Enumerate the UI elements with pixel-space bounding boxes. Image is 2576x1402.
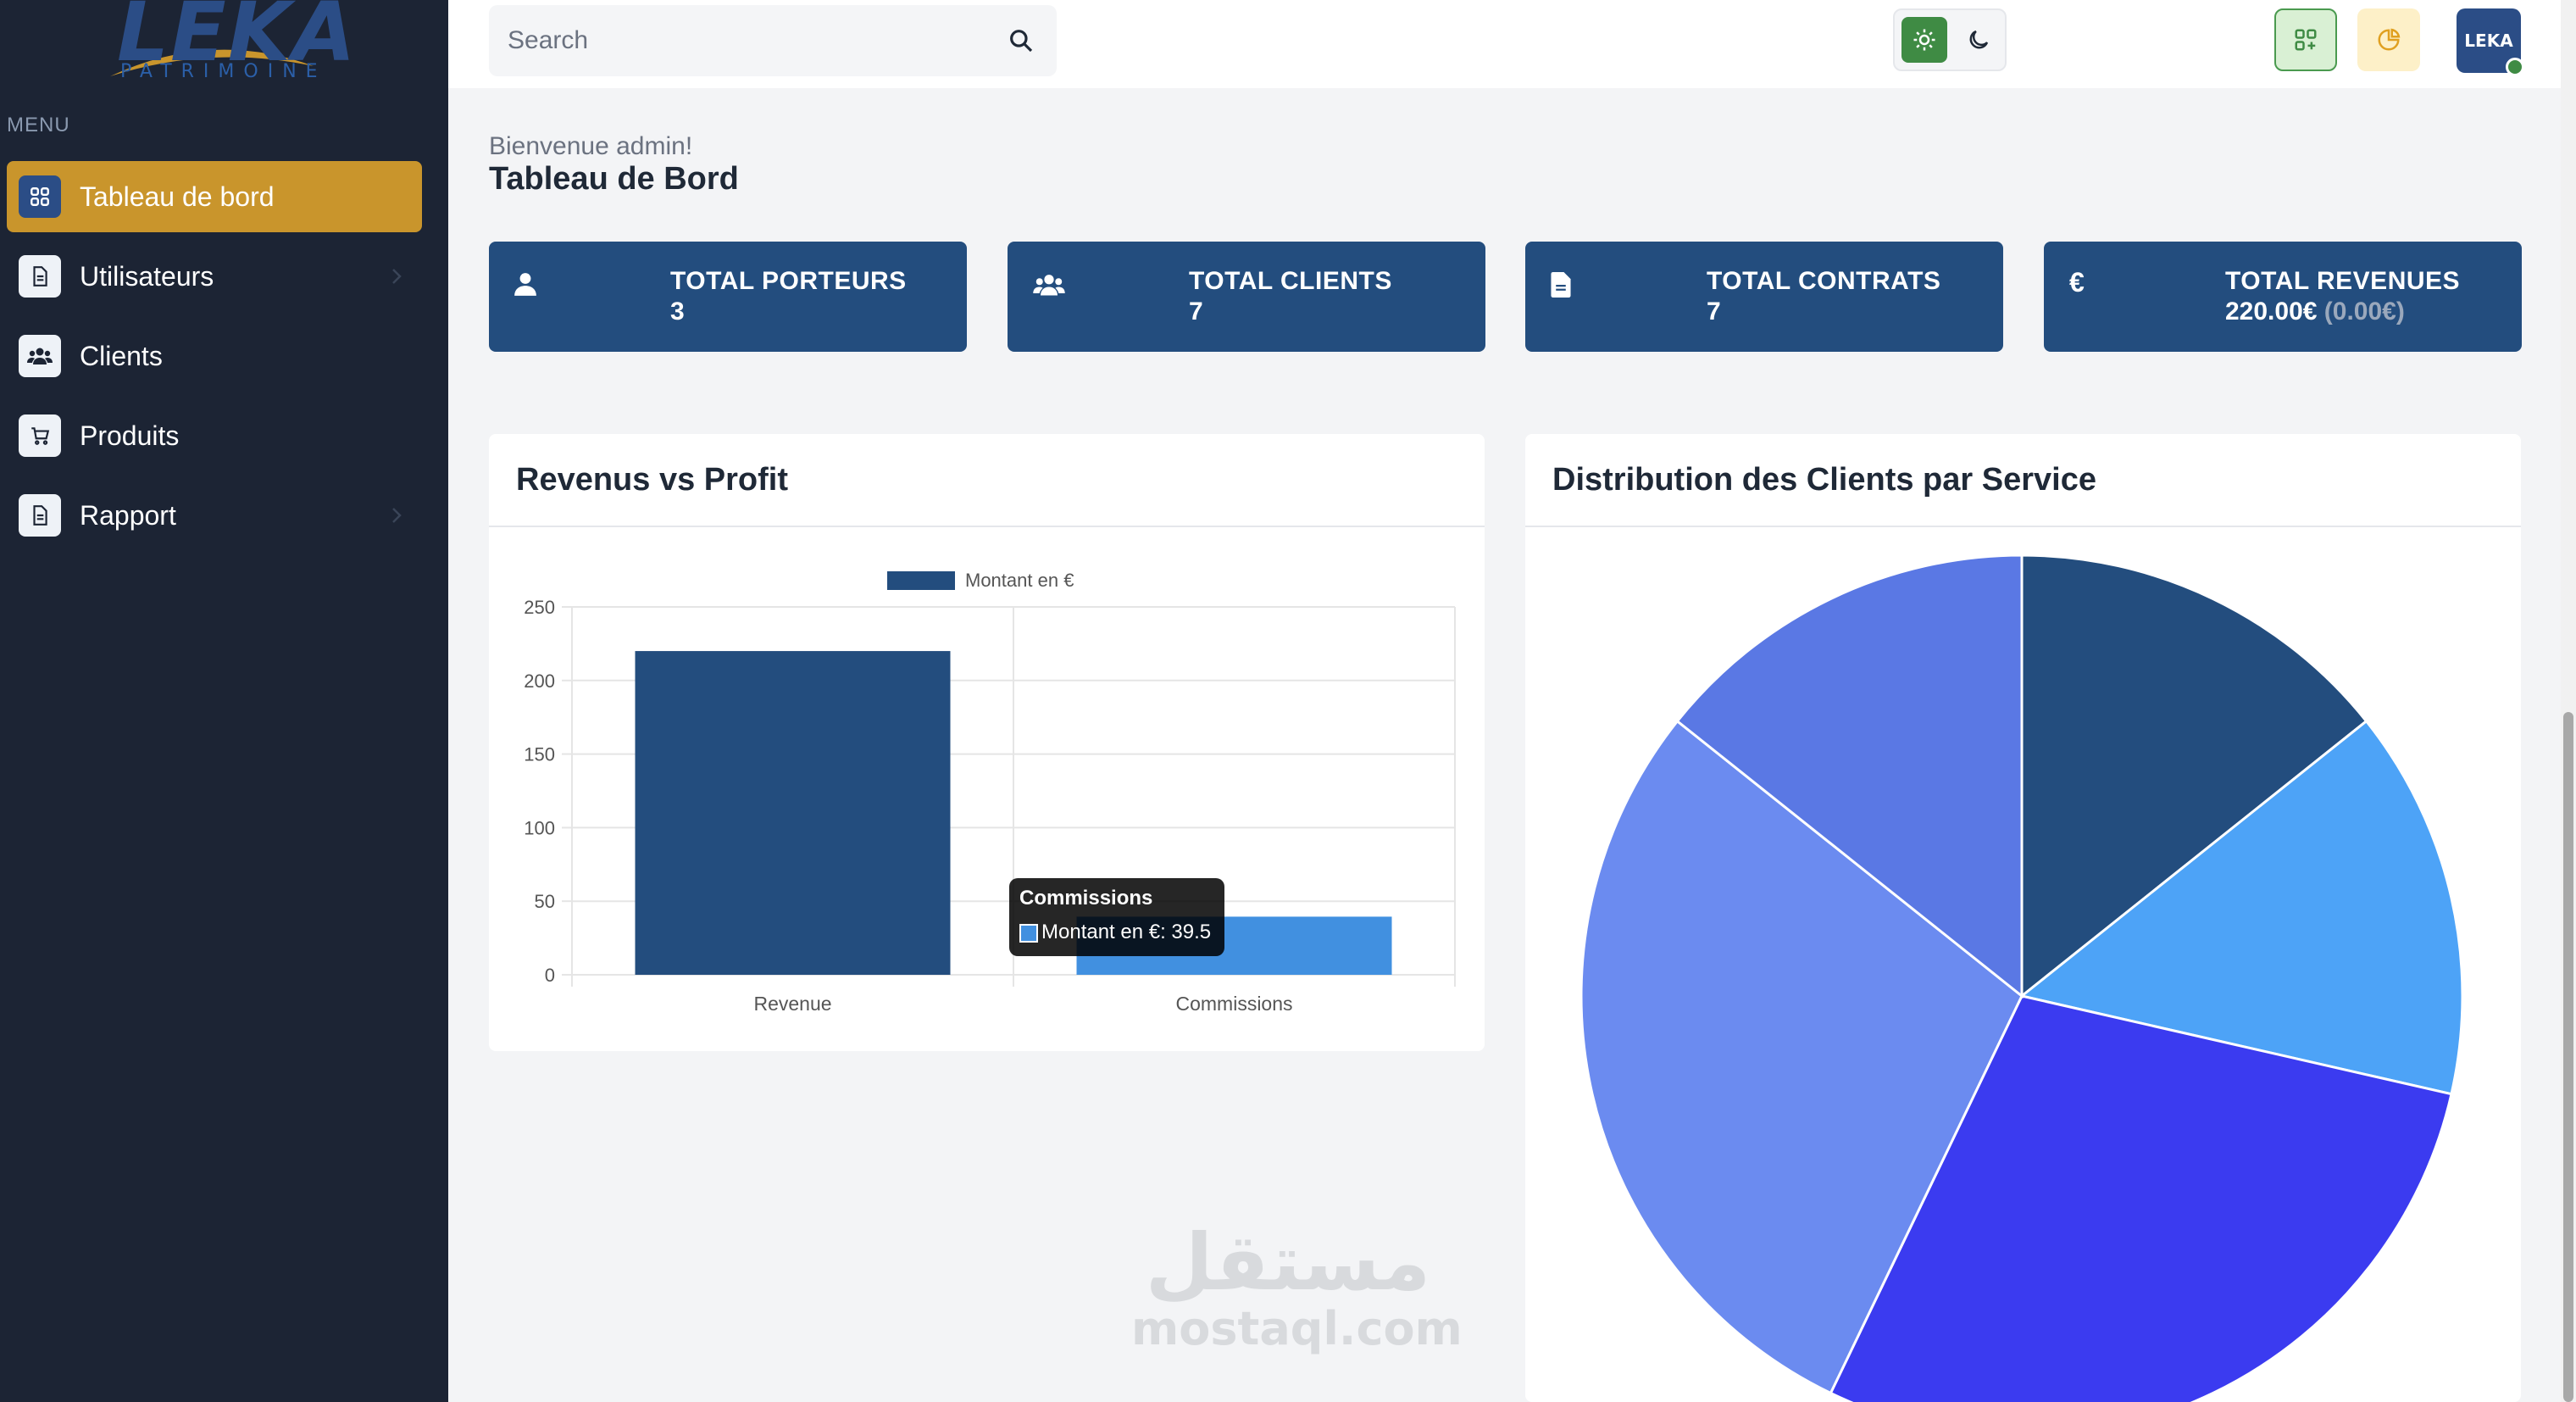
sidebar-item-rapport[interactable]: Rapport [7, 480, 422, 551]
page-title: Tableau de Bord [489, 161, 739, 197]
stat-title: TOTAL REVENUES [2225, 267, 2461, 295]
welcome-text: Bienvenue admin! [489, 132, 693, 160]
cart-icon [19, 414, 61, 457]
distribution-chart-card: Distribution des Clients par Service [1525, 434, 2521, 1402]
pie-slice-2 [2018, 719, 2464, 1096]
apps-grid-icon [2295, 29, 2317, 51]
sidebar-item-label: Produits [80, 420, 180, 451]
dashboard-grid-icon [19, 175, 61, 218]
sidebar-item-produits[interactable]: Produits [7, 400, 422, 471]
document-icon [19, 255, 61, 298]
search-icon[interactable] [1008, 27, 1035, 54]
stat-card-revenues[interactable]: € TOTAL REVENUES 220.00€ (0.00€) [2044, 242, 2522, 352]
online-status-dot [2506, 58, 2524, 76]
y-tick-label: 50 [535, 891, 555, 912]
y-tick-label: 250 [524, 597, 555, 618]
search-box [489, 5, 1057, 76]
reports-button[interactable] [2357, 8, 2420, 71]
scrollbar-thumb[interactable] [2563, 712, 2573, 1402]
avatar[interactable]: LEKA [2457, 8, 2524, 76]
chart-tooltip: Commissions Montant en €: 39.5 [1009, 878, 1224, 956]
tooltip-value: Montant en €: 39.5 [1041, 921, 1212, 943]
stat-value: 3 [670, 298, 685, 325]
sidebar-item-label: Utilisateurs [80, 260, 214, 292]
y-tick-label: 150 [524, 744, 555, 765]
y-tick-label: 200 [524, 670, 555, 692]
legend-label: Montant en € [965, 570, 1074, 591]
sidebar-item-utilisateurs[interactable]: Utilisateurs [7, 241, 422, 312]
pie-slice-4 [1579, 719, 2024, 1395]
y-tick-label: 0 [545, 965, 555, 986]
sidebar-item-label: Clients [80, 340, 163, 371]
light-mode-button[interactable] [1901, 17, 1947, 63]
bar-revenue [635, 651, 951, 975]
user-icon [514, 273, 536, 296]
card-title: Revenus vs Profit [516, 461, 788, 498]
pie-chart-icon [2378, 28, 2401, 51]
chevron-right-icon [392, 508, 402, 523]
stat-card-clients[interactable]: TOTAL CLIENTS 7 [1008, 242, 1485, 352]
document-icon [19, 494, 61, 537]
pie-slice-3 [1829, 994, 2453, 1402]
stat-card-contrats[interactable]: TOTAL CONTRATS 7 [1525, 242, 2003, 352]
stat-value: 220.00€ (0.00€) [2225, 298, 2405, 326]
revenue-chart-card: Revenus vs Profit Montant en € 0 50 100 150 2… [489, 434, 1485, 1051]
moon-icon [1969, 30, 1989, 49]
pie-slice-5 [1675, 554, 2024, 999]
tooltip-title: Commissions [1019, 887, 1153, 910]
stat-value: 7 [1707, 298, 1721, 325]
card-header: Revenus vs Profit [489, 434, 1485, 527]
logo-subtext: PATRIMOINE [120, 61, 327, 82]
sidebar-item-clients[interactable]: Clients [7, 320, 422, 392]
topbar: LEKA [448, 0, 2576, 88]
pie-slice-1 [2020, 554, 2368, 999]
dark-mode-button[interactable] [1956, 17, 2001, 63]
logo-text: LEKA [117, 0, 358, 80]
x-tick-label: Commissions [1175, 993, 1292, 1015]
users-icon [1033, 275, 1065, 296]
stat-value-sub: (0.00€) [2323, 298, 2405, 325]
watermark: مستقل mostaql.com [1131, 1217, 1463, 1355]
theme-toggle [1893, 8, 2007, 71]
stat-value-main: 220.00€ [2225, 298, 2318, 325]
file-icon [1551, 272, 1571, 298]
logo-swoosh-icon [110, 49, 314, 76]
watermark-latin: mostaql.com [1131, 1302, 1463, 1355]
x-tick-label: Revenue [753, 993, 831, 1015]
sidebar: LEKA PATRIMOINE MENU Tableau de bord Uti… [0, 0, 448, 1402]
y-tick-label: 100 [524, 817, 555, 838]
legend-swatch [887, 571, 955, 590]
euro-icon: € [2069, 267, 2085, 298]
pie-chart[interactable] [1525, 527, 2521, 1402]
brand-logo[interactable]: LEKA PATRIMOINE [102, 0, 355, 85]
sidebar-nav: Tableau de bord Utilisateurs Clients Pro… [7, 161, 422, 559]
watermark-arabic: مستقل [1145, 1217, 1431, 1308]
avatar-text: LEKA [2464, 31, 2513, 51]
apps-button[interactable] [2274, 8, 2337, 71]
chevron-right-icon [392, 269, 402, 284]
stat-card-porteurs[interactable]: TOTAL PORTEURS 3 [489, 242, 967, 352]
sidebar-item-tableau-de-bord[interactable]: Tableau de bord [7, 161, 422, 232]
sun-icon [1913, 29, 1935, 51]
stat-title: TOTAL PORTEURS [670, 267, 907, 295]
search-input[interactable] [508, 5, 982, 76]
tooltip-swatch [1019, 924, 1038, 943]
stat-title: TOTAL CLIENTS [1189, 267, 1392, 295]
sidebar-item-label: Rapport [80, 499, 176, 531]
bar-chart[interactable]: Montant en € 0 50 100 150 200 250 Revenue Commis… [489, 527, 1485, 1051]
sidebar-item-label: Tableau de bord [80, 181, 275, 212]
menu-label: MENU [7, 114, 70, 136]
users-icon [19, 335, 61, 377]
card-header: Distribution des Clients par Service [1525, 434, 2521, 527]
stat-title: TOTAL CONTRATS [1707, 267, 1941, 295]
card-title: Distribution des Clients par Service [1552, 461, 2096, 498]
stat-value: 7 [1189, 298, 1203, 325]
